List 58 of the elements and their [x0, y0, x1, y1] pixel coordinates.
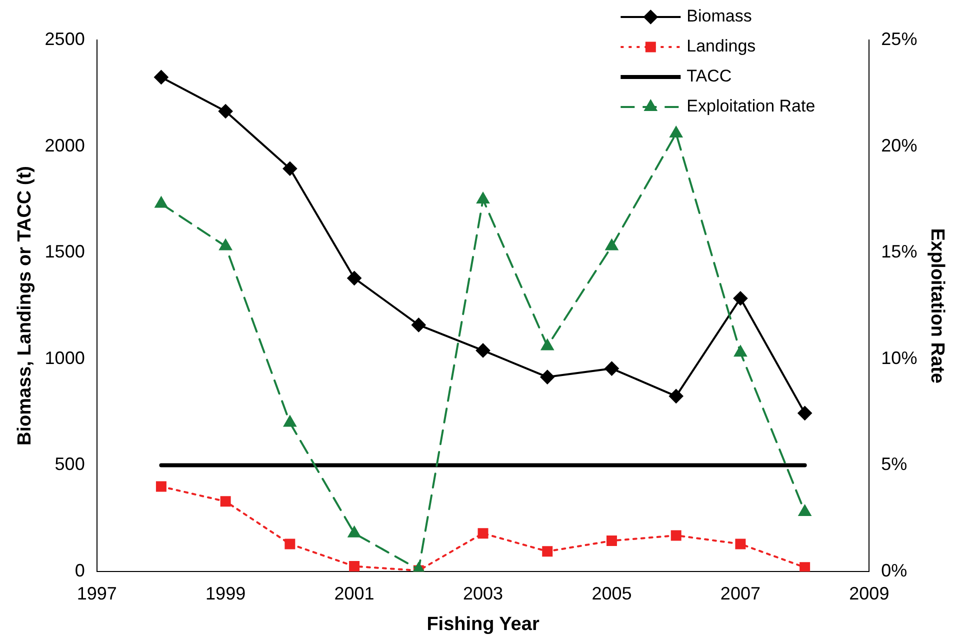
point: [412, 318, 426, 332]
point: [798, 406, 812, 420]
point: [542, 546, 553, 557]
point: [219, 239, 232, 250]
y-tick-label: 2500: [44, 28, 85, 49]
point: [412, 562, 425, 572]
point: [476, 192, 490, 204]
point: [282, 162, 297, 176]
point: [604, 362, 619, 376]
point: [284, 416, 296, 427]
point: [154, 70, 168, 84]
x-tick-label: 2001: [334, 583, 374, 604]
x-tick-label: 2003: [462, 583, 504, 604]
point: [478, 528, 488, 539]
point: [606, 536, 617, 546]
y2-tick-label: 10%: [881, 348, 918, 368]
legend-label: Landings: [686, 36, 756, 56]
x-tick-label: 1999: [206, 583, 246, 604]
point: [218, 104, 233, 118]
x-tick-label: 2009: [849, 583, 890, 604]
point: [670, 126, 682, 138]
x-tick-label: 1997: [76, 583, 117, 604]
point: [541, 339, 554, 350]
legend-label: Biomass: [686, 6, 752, 26]
point: [734, 346, 747, 357]
point: [284, 538, 296, 550]
point: [669, 389, 684, 404]
y-tick-label: 0: [74, 560, 85, 581]
y-tick-label: 2000: [44, 135, 85, 156]
x-tick-label: 2005: [592, 583, 632, 604]
y2-tick-label: 25%: [881, 28, 918, 49]
point: [155, 196, 168, 208]
y-tick-label: 1500: [44, 242, 85, 262]
point: [540, 370, 554, 384]
y2-tick-label: 15%: [881, 242, 918, 262]
y-axis-title: Biomass, Landings or TACC (t): [14, 166, 36, 446]
y2-tick-label: 5%: [881, 454, 908, 474]
point: [733, 291, 748, 306]
y2-tick-label: 0%: [881, 560, 908, 581]
y2-axis-title: Exploitation Rate: [926, 228, 948, 384]
y-tick-label: 1000: [44, 348, 85, 368]
y2-tick-label: 20%: [881, 135, 918, 156]
point: [156, 481, 166, 492]
point: [476, 343, 490, 358]
point: [606, 239, 618, 250]
point: [670, 530, 682, 541]
point: [348, 526, 360, 538]
x-axis-title: Fishing Year: [426, 614, 540, 635]
x-tick-label: 2007: [720, 583, 760, 604]
point: [800, 562, 810, 572]
point: [735, 538, 746, 550]
point: [220, 496, 231, 507]
legend-label: TACC: [686, 66, 732, 86]
legend-label: Exploitation Rate: [686, 96, 816, 116]
point: [349, 561, 360, 572]
point: [798, 505, 812, 516]
y-tick-label: 500: [54, 454, 85, 474]
point: [347, 271, 362, 286]
